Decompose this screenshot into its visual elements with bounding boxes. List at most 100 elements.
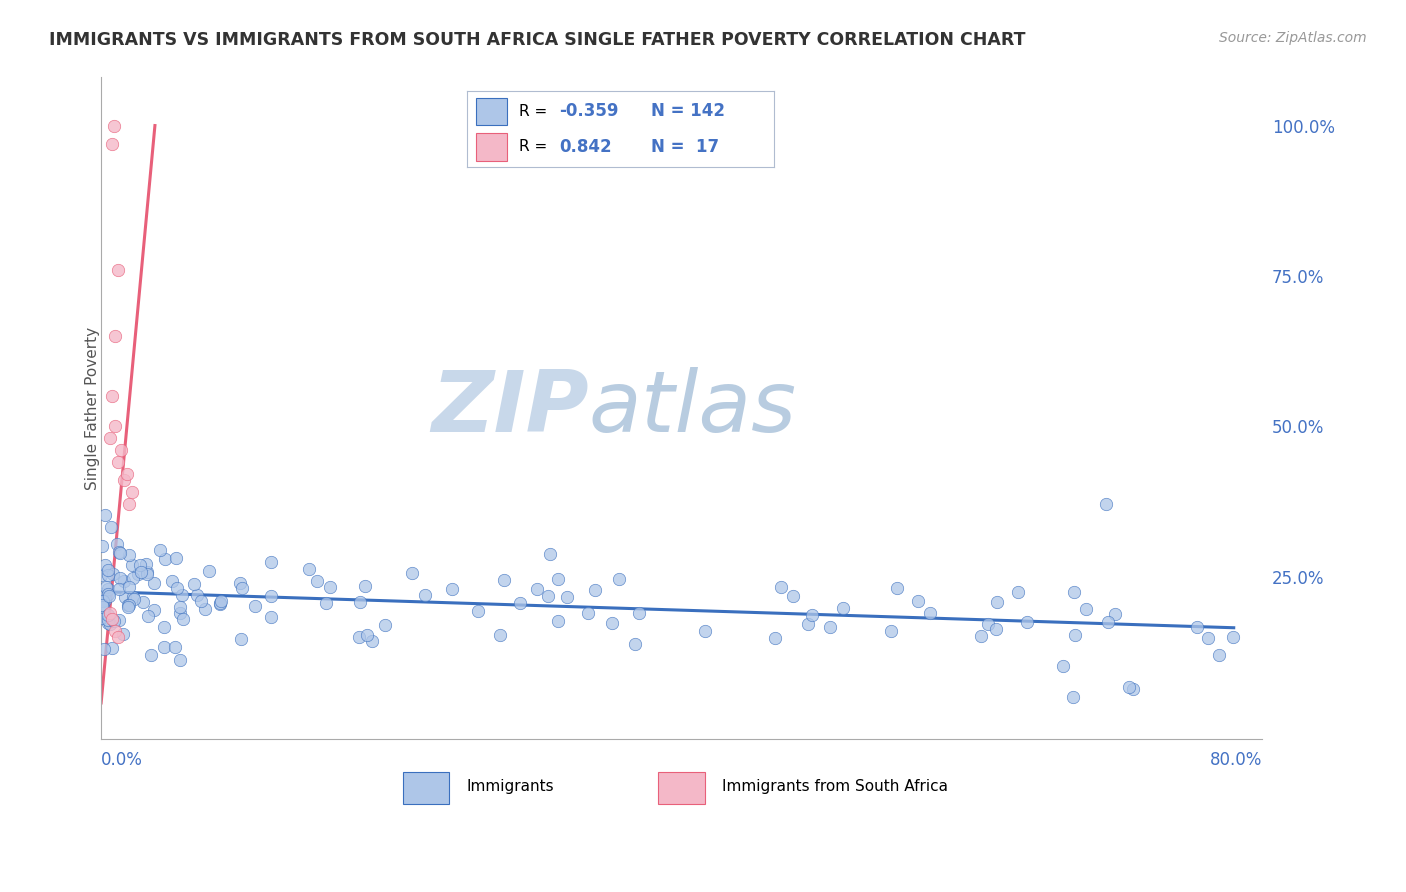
Point	[93, 642, 115, 657]
Point	[117, 598, 139, 612]
Point	[880, 624, 903, 638]
Point	[305, 574, 328, 588]
Point	[1062, 690, 1084, 704]
Point	[170, 588, 193, 602]
Point	[139, 648, 162, 662]
Point	[107, 630, 129, 644]
Point	[209, 594, 232, 608]
Point	[122, 592, 145, 607]
Point	[98, 606, 121, 620]
Point	[1122, 682, 1144, 697]
Point	[547, 573, 569, 587]
Point	[576, 606, 599, 620]
Point	[101, 641, 124, 656]
Point	[818, 620, 841, 634]
Point	[186, 588, 208, 602]
Point	[624, 637, 647, 651]
Point	[208, 596, 231, 610]
Point	[98, 431, 121, 445]
Point	[105, 536, 128, 550]
Point	[229, 575, 252, 590]
Point	[103, 615, 125, 629]
Point	[93, 599, 115, 614]
Point	[1197, 631, 1219, 645]
Point	[101, 567, 124, 582]
Point	[132, 595, 155, 609]
Point	[907, 594, 929, 608]
Point	[100, 520, 122, 534]
Point	[260, 610, 283, 624]
Point	[101, 389, 124, 403]
Point	[122, 590, 145, 604]
Point	[1052, 659, 1074, 673]
Point	[770, 580, 793, 594]
Point	[169, 600, 191, 615]
Point	[153, 552, 176, 566]
Point	[319, 580, 342, 594]
Point	[117, 600, 139, 615]
Text: 80.0%: 80.0%	[1209, 751, 1263, 770]
Point	[169, 652, 191, 666]
Point	[118, 580, 141, 594]
Point	[108, 546, 131, 560]
Point	[260, 555, 283, 569]
Point	[149, 542, 172, 557]
Point	[128, 558, 150, 573]
Point	[986, 595, 1008, 609]
Point	[231, 581, 253, 595]
Point	[111, 627, 134, 641]
Point	[169, 606, 191, 620]
Point	[97, 616, 120, 631]
Point	[96, 607, 118, 622]
Point	[356, 628, 378, 642]
Point	[260, 589, 283, 603]
Point	[143, 575, 166, 590]
Point	[209, 598, 232, 612]
Point	[831, 600, 853, 615]
Point	[920, 607, 942, 621]
Point	[360, 634, 382, 648]
Point	[509, 596, 531, 610]
Point	[118, 498, 141, 512]
Point	[112, 574, 135, 588]
Point	[315, 596, 337, 610]
Point	[183, 576, 205, 591]
Point	[135, 557, 157, 571]
Point	[91, 587, 114, 601]
Point	[104, 329, 127, 343]
Point	[607, 572, 630, 586]
Point	[121, 558, 143, 572]
Point	[229, 632, 252, 646]
Point	[108, 571, 131, 585]
Point	[108, 582, 131, 596]
Point	[90, 599, 112, 613]
Point	[695, 624, 717, 638]
Text: Source: ZipAtlas.com: Source: ZipAtlas.com	[1219, 31, 1367, 45]
Point	[413, 588, 436, 602]
Point	[108, 613, 131, 627]
Point	[538, 547, 561, 561]
Point	[97, 582, 120, 597]
Point	[441, 582, 464, 597]
Point	[90, 568, 112, 582]
Point	[135, 567, 157, 582]
Point	[101, 136, 124, 151]
Point	[160, 574, 183, 588]
Point	[94, 508, 117, 522]
Point	[91, 539, 114, 553]
Point	[1064, 628, 1087, 642]
Point	[401, 566, 423, 580]
Text: IMMIGRANTS VS IMMIGRANTS FROM SOUTH AFRICA SINGLE FATHER POVERTY CORRELATION CHA: IMMIGRANTS VS IMMIGRANTS FROM SOUTH AFRI…	[49, 31, 1026, 49]
Point	[628, 606, 651, 620]
Point	[136, 609, 159, 624]
Point	[555, 590, 578, 604]
Point	[1118, 680, 1140, 694]
Point	[1185, 620, 1208, 634]
Point	[112, 474, 135, 488]
Point	[103, 119, 125, 133]
Point	[547, 614, 569, 628]
Y-axis label: Single Father Poverty: Single Father Poverty	[86, 326, 100, 490]
Point	[115, 467, 138, 482]
Point	[977, 616, 1000, 631]
Point	[94, 592, 117, 607]
